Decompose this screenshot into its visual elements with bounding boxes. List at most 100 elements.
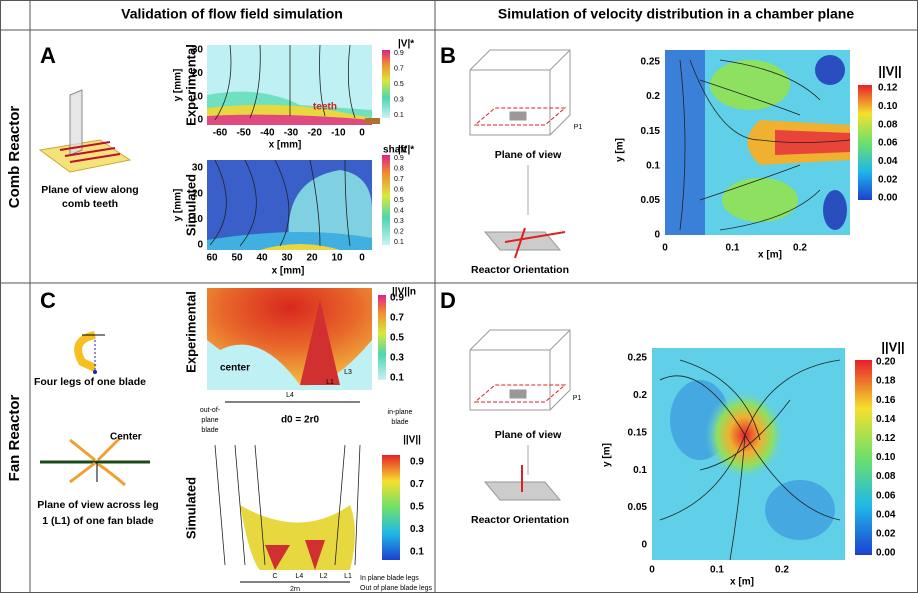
axis-label: x [m] bbox=[730, 577, 754, 588]
field-plot bbox=[207, 44, 380, 125]
colorbar-tick-label: 0.1 bbox=[410, 547, 424, 558]
y-tick-label: 0 bbox=[197, 240, 203, 251]
panel-letter: A bbox=[40, 43, 56, 68]
field-plot bbox=[207, 440, 370, 570]
x-tick-label: -10 bbox=[331, 128, 346, 139]
colorbar-tick-label: 0.3 bbox=[390, 353, 404, 364]
plot-label: Simulated bbox=[183, 477, 198, 539]
plot-label: Experimental bbox=[183, 291, 198, 373]
x-tick-label: L4 bbox=[295, 573, 303, 580]
colorbar-tick-label: 0.1 bbox=[394, 239, 404, 246]
panel-letter: B bbox=[440, 43, 456, 68]
annotation: out-of- bbox=[200, 407, 221, 414]
legend-label: In plane blade legs bbox=[360, 575, 419, 582]
colorbar-title: |V|* bbox=[398, 39, 414, 50]
colorbar-tick-label: 0.2 bbox=[394, 228, 404, 235]
colorbar-tick-label: 0.9 bbox=[410, 457, 424, 468]
field-plot bbox=[207, 159, 372, 250]
colorbar-tick-label: 0.9 bbox=[390, 293, 404, 304]
column-header: Simulation of velocity distribution in a… bbox=[498, 6, 854, 22]
y-tick-label: 10 bbox=[192, 91, 204, 102]
x-tick-label: 0.2 bbox=[793, 243, 807, 254]
axis-label: y [mm] bbox=[173, 69, 184, 102]
annotation: L1 bbox=[326, 379, 334, 386]
y-tick-label: 0.05 bbox=[628, 502, 648, 513]
colorbar-tick-label: 0.5 bbox=[394, 197, 404, 204]
y-tick-label: 0.2 bbox=[646, 91, 660, 102]
column-header: Validation of flow field simulation bbox=[121, 6, 343, 22]
x-tick-label: 30 bbox=[281, 253, 293, 264]
colorbar-title: ||V|| bbox=[878, 63, 901, 78]
colorbar-tick-label: 0.4 bbox=[394, 207, 404, 214]
panel-letter: C bbox=[40, 288, 56, 313]
annotation: teeth bbox=[313, 102, 337, 113]
colorbar-tick-label: 0.12 bbox=[878, 83, 898, 94]
x-tick-label: 60 bbox=[206, 253, 218, 264]
annotation: Center bbox=[110, 432, 142, 443]
colorbar-tick-label: 0.8 bbox=[394, 165, 404, 172]
annotation: L3 bbox=[344, 369, 352, 376]
caption: Plane of view along bbox=[41, 184, 138, 196]
x-tick-label: 20 bbox=[306, 253, 318, 264]
colorbar-tick-label: 0.7 bbox=[410, 479, 424, 490]
colorbar-tick-label: 0.7 bbox=[390, 313, 404, 324]
colorbar-tick-label: 0.1 bbox=[394, 112, 404, 119]
x-tick-label: -60 bbox=[213, 128, 228, 139]
y-tick-label: 0.25 bbox=[641, 57, 661, 68]
colorbar-tick-label: 0.06 bbox=[876, 490, 896, 501]
colorbar-tick-label: 0.7 bbox=[394, 176, 404, 183]
colorbar-tick-label: 0.9 bbox=[394, 50, 404, 57]
x-tick-label: 0.1 bbox=[710, 565, 724, 576]
legend-label: Out of plane blade legs bbox=[360, 585, 432, 592]
y-tick-label: 0.1 bbox=[646, 160, 660, 171]
x-tick-label: -50 bbox=[236, 128, 251, 139]
x-tick-label: C bbox=[272, 573, 277, 580]
axis-label: y [m] bbox=[602, 443, 613, 467]
colorbar-tick-label: 0.5 bbox=[390, 333, 404, 344]
x-tick-label: L1 bbox=[344, 573, 352, 580]
colorbar-title: ||V|| bbox=[881, 339, 904, 354]
y-tick-label: 0.05 bbox=[641, 195, 661, 206]
y-tick-label: 0.2 bbox=[633, 390, 647, 401]
row-label: Fan Reactor bbox=[6, 394, 23, 481]
annotation: d0 = 2r0 bbox=[281, 415, 320, 426]
caption: Plane of view across leg bbox=[37, 499, 158, 511]
colorbar bbox=[382, 50, 390, 118]
field-plot bbox=[207, 288, 372, 390]
colorbar-tick-label: 0.10 bbox=[876, 452, 896, 463]
y-tick-label: 0.1 bbox=[633, 465, 647, 476]
colorbar-tick-label: 0.02 bbox=[876, 529, 896, 540]
x-tick-label: 0 bbox=[359, 128, 365, 139]
annotation: P1 bbox=[574, 124, 583, 131]
caption: Reactor Orientation bbox=[471, 514, 569, 526]
plot-label: Simulated bbox=[183, 174, 198, 236]
caption: Four legs of one blade bbox=[34, 376, 146, 388]
annotation: plane bbox=[201, 417, 218, 424]
annotation: blade bbox=[391, 419, 408, 426]
colorbar-tick-label: 0.00 bbox=[878, 193, 898, 204]
comb-icon bbox=[38, 89, 132, 173]
x-tick-label: L2 bbox=[320, 573, 328, 580]
colorbar-tick-label: 0.3 bbox=[410, 524, 424, 535]
axis-label: x [mm] bbox=[269, 140, 302, 151]
x-tick-label: 50 bbox=[231, 253, 243, 264]
annotation: center bbox=[220, 363, 250, 374]
panel-letter: D bbox=[440, 288, 456, 313]
y-tick-label: 0 bbox=[197, 115, 203, 126]
colorbar-tick-label: 0.5 bbox=[394, 81, 404, 88]
annotation: in-plane bbox=[388, 409, 413, 416]
y-tick-label: 0.25 bbox=[628, 353, 648, 364]
colorbar-tick-label: 0.3 bbox=[394, 218, 404, 225]
colorbar-title: ||V|| bbox=[403, 435, 421, 446]
annotation: shaft bbox=[383, 145, 408, 156]
axis-label: x [mm] bbox=[272, 266, 305, 277]
y-tick-label: 10 bbox=[192, 214, 204, 225]
caption: Plane of view bbox=[495, 429, 562, 441]
colorbar-tick-label: 0.02 bbox=[878, 174, 898, 185]
caption: Plane of view bbox=[495, 149, 562, 161]
colorbar-tick-label: 0.14 bbox=[876, 414, 896, 425]
colorbar-tick-label: 0.7 bbox=[394, 65, 404, 72]
colorbar-tick-label: 0.06 bbox=[878, 138, 898, 149]
y-tick-label: 20 bbox=[192, 68, 204, 79]
